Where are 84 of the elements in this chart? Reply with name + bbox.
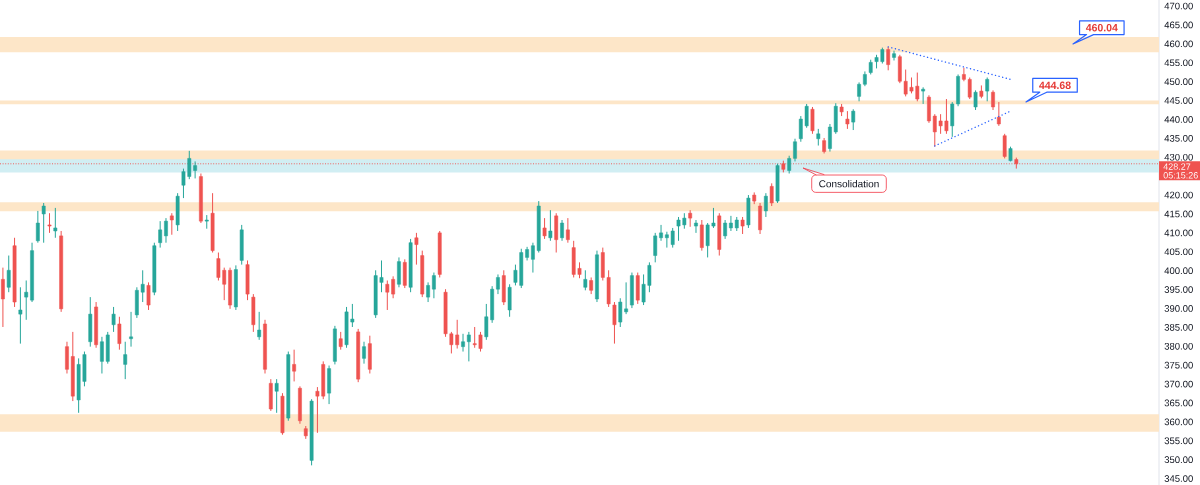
candlestick — [927, 94, 931, 124]
candlestick — [560, 219, 564, 242]
candlestick — [1002, 133, 1007, 159]
candlestick — [769, 182, 774, 207]
candlestick — [274, 378, 279, 414]
y-tick-label: 465.00 — [1164, 21, 1193, 29]
candlestick — [461, 333, 465, 353]
candlestick — [973, 89, 978, 111]
annotation: 444.68 — [1039, 81, 1071, 90]
candlestick — [129, 311, 133, 348]
y-tick-label: 420.00 — [1164, 191, 1193, 199]
candlestick — [583, 269, 588, 291]
candlestick — [414, 232, 419, 266]
candlestick — [426, 281, 430, 303]
candlestick — [432, 272, 436, 299]
candlestick — [565, 217, 570, 244]
candlestick — [857, 81, 861, 102]
candlestick — [554, 212, 559, 254]
candlestick — [985, 76, 990, 102]
y-tick-label: 450.00 — [1164, 78, 1193, 86]
y-tick-label: 390.00 — [1164, 305, 1193, 312]
y-tick-label: 460.00 — [1164, 40, 1193, 48]
candlestick — [164, 217, 168, 244]
annotation: Consolidation — [819, 180, 879, 188]
candlestick — [24, 279, 29, 321]
candlestick — [123, 341, 128, 380]
y-tick-label: 400.00 — [1164, 267, 1193, 275]
candlestick — [397, 256, 401, 288]
candlestick — [35, 210, 40, 244]
candlestick — [542, 217, 547, 240]
candlestick — [1, 267, 5, 328]
candlestick — [292, 349, 296, 382]
candlestick — [18, 286, 23, 345]
y-tick-label: 445.00 — [1164, 97, 1193, 104]
candlestick — [886, 46, 891, 71]
y-tick-label: 375.00 — [1164, 361, 1193, 369]
candlestick — [111, 306, 116, 333]
candlestick — [362, 341, 366, 365]
candlestick — [991, 89, 995, 111]
candlestick — [758, 202, 762, 235]
y-tick-label: 345.00 — [1164, 475, 1193, 482]
candlestick — [41, 202, 46, 244]
candlestick — [53, 207, 58, 239]
y-tick-label: 380.00 — [1164, 342, 1193, 350]
candlestick — [466, 331, 471, 362]
candlestick — [723, 219, 727, 240]
candlestick — [851, 108, 856, 131]
y-tick-label: 435.00 — [1164, 134, 1193, 142]
candlestick — [158, 220, 163, 249]
candlestick — [117, 316, 122, 351]
y-tick-label: 410.00 — [1164, 229, 1193, 237]
y-tick-label: 370.00 — [1164, 380, 1193, 388]
y-tick-label: 365.00 — [1164, 399, 1193, 407]
text: 05:15:26 — [1163, 172, 1198, 179]
candlestick — [65, 341, 69, 374]
annotation: 460.04 — [1085, 23, 1118, 32]
y-tick-label: 405.00 — [1164, 248, 1193, 256]
candlestick — [6, 255, 11, 293]
candlestick — [257, 311, 262, 341]
y-tick-label: 385.00 — [1164, 323, 1193, 331]
candlestick — [47, 212, 52, 234]
y-tick-label: 350.00 — [1164, 456, 1193, 464]
y-tick-label: 355.00 — [1164, 437, 1193, 445]
candlestick — [996, 101, 1001, 127]
candlestick — [694, 219, 698, 234]
candlestick — [169, 212, 174, 236]
candlestick — [793, 138, 797, 162]
y-tick-label: 440.00 — [1164, 116, 1193, 123]
y-tick-label: 470.00 — [1164, 2, 1193, 10]
y-tick-label: 395.00 — [1164, 286, 1193, 293]
candlestick — [402, 258, 407, 289]
y-tick-label: 415.00 — [1164, 210, 1193, 218]
candlestick — [496, 273, 500, 295]
candlestick — [146, 281, 151, 311]
y-tick-label: 360.00 — [1164, 418, 1193, 426]
y-tick-label: 430.00 — [1164, 153, 1193, 161]
candlestick — [699, 219, 704, 252]
candlestick — [507, 283, 512, 318]
candlestick — [548, 209, 553, 242]
candlestick — [921, 86, 926, 105]
candlestick — [764, 192, 768, 218]
candlestick — [810, 106, 815, 135]
y-tick-label: 455.00 — [1164, 59, 1193, 67]
ref-line-label: 428.27 — [1163, 163, 1191, 170]
